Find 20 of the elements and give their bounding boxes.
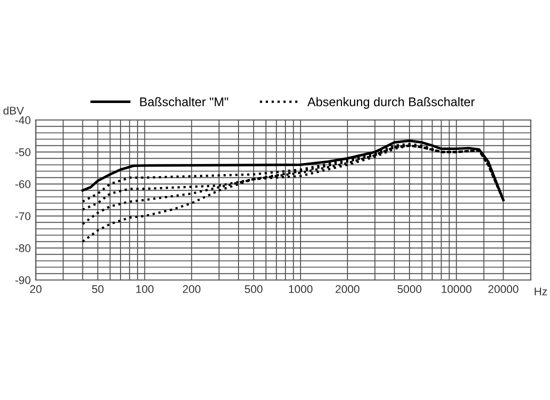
x-tick-label: 1000 <box>289 285 312 294</box>
y-axis-title: dBV <box>3 106 24 115</box>
x-tick-label: 200 <box>182 285 200 294</box>
x-tick-label: 50 <box>92 285 104 294</box>
y-tick-label: -60 <box>15 180 30 188</box>
y-tick-label: -70 <box>15 212 30 220</box>
x-tick-label: 5000 <box>398 285 422 294</box>
y-tick-label: -40 <box>15 116 30 124</box>
x-tick-label: 20000 <box>488 285 518 294</box>
y-tick-label: -50 <box>15 148 30 156</box>
y-tick-label: -80 <box>15 244 30 252</box>
x-tick-label: 100 <box>136 285 154 294</box>
x-tick-label: 2000 <box>336 285 360 294</box>
legend-label: Absenkung durch Baßschalter <box>307 97 475 109</box>
x-tick-label: 10000 <box>442 285 472 294</box>
x-tick-label: 20 <box>30 285 42 294</box>
x-tick-label: 500 <box>244 285 262 294</box>
x-axis-title: Hz <box>534 288 547 296</box>
y-tick-label: -90 <box>15 276 30 284</box>
legend-label: Baßschalter "M" <box>140 97 228 106</box>
